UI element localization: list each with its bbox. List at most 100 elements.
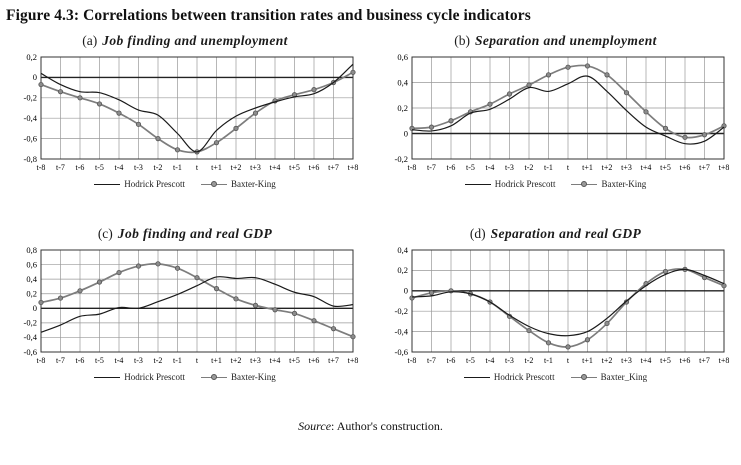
baxter-king-marker xyxy=(701,132,707,138)
hp-legend-label: Hodrick Prescott xyxy=(124,179,185,189)
y-tick-label: 0 xyxy=(33,303,37,313)
baxter-king-marker xyxy=(720,283,727,289)
x-tick-label: t-2 xyxy=(154,356,163,365)
baxter-king-marker xyxy=(545,72,551,78)
x-tick-label: t+6 xyxy=(309,163,320,172)
chart-b: (b) Separation and unemployment 0,6 0,4 0,2… xyxy=(370,27,741,220)
figure-title: Figure 4.3: Correlations between transit… xyxy=(6,7,531,24)
x-tick-label: t-8 xyxy=(37,356,46,365)
baxter-king-marker xyxy=(681,134,688,140)
y-tick-label: -0,2 xyxy=(394,306,407,316)
x-tick-label: t+5 xyxy=(660,356,671,365)
x-tick-label: t-7 xyxy=(427,356,436,365)
baxter-king-marker xyxy=(77,288,83,294)
y-tick-label: 0,2 xyxy=(26,52,37,62)
x-tick-label: t-6 xyxy=(76,163,85,172)
chart-c: (c) Job finding and real GDP 0,8 0,6 0,4 0,2… xyxy=(0,220,370,413)
baxter-king-marker xyxy=(252,302,259,308)
y-tick-label: -0,2 xyxy=(24,318,37,328)
y-tick-label: 0,8 xyxy=(26,245,37,255)
chart-c-canvas: 0,8 0,6 0,4 0,2 0 -0,2 -0,4 -0,6 t-8 t-7 t-6 t-5 t-4… xyxy=(11,245,359,369)
baxter-king-marker xyxy=(506,91,512,97)
x-tick-label: t+7 xyxy=(699,163,710,172)
baxter-king-marker xyxy=(135,263,142,269)
baxter-king-marker xyxy=(57,295,64,301)
chart-a-title: (a) Job finding and unemployment xyxy=(82,33,288,49)
y-tick-label: -0,6 xyxy=(24,133,37,143)
y-tick-label: -0,4 xyxy=(24,113,38,123)
baxter-king-marker xyxy=(584,337,590,343)
x-tick-label: t+3 xyxy=(621,163,632,172)
y-tick-label: 0,2 xyxy=(397,265,408,275)
x-tick-label: t+7 xyxy=(328,356,339,365)
y-tick-label: 0 xyxy=(33,72,37,82)
baxter-king-marker xyxy=(155,261,161,267)
hodrick-prescott-line xyxy=(40,63,354,153)
hp-legend-line xyxy=(94,183,121,185)
bk-legend-line xyxy=(200,374,227,380)
y-tick-label: 0 xyxy=(403,286,407,296)
hp-legend-label: Hodrick Prescott xyxy=(493,372,555,382)
line-chart-svg: 0,8 0,6 0,4 0,2 0 -0,2 -0,4 -0,6t-8 t-7 t-6 t-5 t-4… xyxy=(24,245,359,365)
baxter-king-marker xyxy=(330,326,337,332)
x-tick-label: t+8 xyxy=(718,163,729,172)
x-tick-label: t-1 xyxy=(173,356,182,365)
baxter-king-marker xyxy=(116,269,122,276)
chart-a-canvas: 0,2 0 -0,2 -0,4 -0,6 -0,8 t-8 t-7 t-6 t-5 t-4 t-3 t-… xyxy=(11,52,359,176)
baxter-king-marker xyxy=(428,124,434,130)
bk-legend-label: Baxter-King xyxy=(601,179,647,189)
baxter-king-marker xyxy=(662,125,668,132)
chart-a-label: (a) xyxy=(82,33,98,48)
x-tick-label: t+2 xyxy=(231,356,242,365)
x-tick-label: t+1 xyxy=(211,356,222,365)
y-tick-label: -0,4 xyxy=(24,332,38,342)
y-tick-label: 0,4 xyxy=(397,245,408,255)
baxter-king-marker xyxy=(233,296,239,302)
baxter-king-marker xyxy=(623,90,629,96)
x-tick-label: t-5 xyxy=(95,163,104,172)
line-chart-svg: 0,2 0 -0,2 -0,4 -0,6 -0,8t-8 t-7 t-6 t-5 t-4 t-3 t-… xyxy=(24,52,359,172)
legend-item-hodrick-prescott: Hodrick Prescott xyxy=(463,372,555,382)
x-tick-label: t+4 xyxy=(640,356,651,365)
chart-d-legend: Hodrick Prescott Baxter_King xyxy=(463,370,647,384)
x-tick-label: t-5 xyxy=(95,356,104,365)
baxter-king-marker xyxy=(642,109,649,115)
baxter-king-marker xyxy=(213,286,220,292)
baxter-king-marker xyxy=(213,140,220,146)
chart-d: (d) Separation and real GDP 0,4 0,2 0 -0,2 -0… xyxy=(370,220,741,413)
baxter-king-marker xyxy=(603,72,610,78)
baxter-king-marker xyxy=(350,69,356,75)
x-tick-label: t+7 xyxy=(328,163,339,172)
legend-item-hodrick-prescott: Hodrick Prescott xyxy=(94,179,185,189)
x-tick-label: t-8 xyxy=(37,163,46,172)
x-tick-label: t+2 xyxy=(231,163,242,172)
baxter-king-marker xyxy=(77,95,83,101)
x-tick-label: t+5 xyxy=(289,163,300,172)
x-tick-label: t-4 xyxy=(115,163,124,172)
y-tick-label: -0,6 xyxy=(394,347,407,357)
x-tick-label: t-1 xyxy=(544,163,553,172)
baxter-king-marker xyxy=(603,320,610,327)
x-tick-label: t+6 xyxy=(309,356,320,365)
baxter-king-marker xyxy=(174,147,181,153)
x-tick-label: t xyxy=(196,163,199,172)
source-line: Source: Author's construction. xyxy=(0,419,741,434)
baxter-king-marker xyxy=(311,87,317,93)
x-tick-label: t-1 xyxy=(544,356,553,365)
baxter-king-marker xyxy=(311,318,317,324)
charts-grid: (a) Job finding and unemployment 0,2 0 -0,2… xyxy=(0,27,741,413)
x-tick-label: t xyxy=(566,163,569,172)
chart-c-legend: Hodrick Prescott Baxter-King xyxy=(94,370,276,384)
hp-legend-label: Hodrick Prescott xyxy=(124,372,185,382)
x-tick-label: t-8 xyxy=(407,356,416,365)
y-tick-label: 0,4 xyxy=(397,77,408,87)
chart-a: (a) Job finding and unemployment 0,2 0 -0,2… xyxy=(0,27,370,220)
bk-legend-label: Baxter-King xyxy=(230,372,276,382)
line-chart-svg: 0,4 0,2 0 -0,2 -0,4 -0,6t-8 t-7 t-6 t-5 t-4 t-3 t-2… xyxy=(394,245,729,365)
y-tick-label: 0,2 xyxy=(26,289,37,299)
baxter-king-marker xyxy=(272,307,278,313)
baxter-king-marker xyxy=(38,299,44,306)
legend-item-hodrick-prescott: Hodrick Prescott xyxy=(94,372,185,382)
x-tick-label: t-7 xyxy=(56,356,65,365)
y-tick-label: -0,8 xyxy=(24,154,37,164)
